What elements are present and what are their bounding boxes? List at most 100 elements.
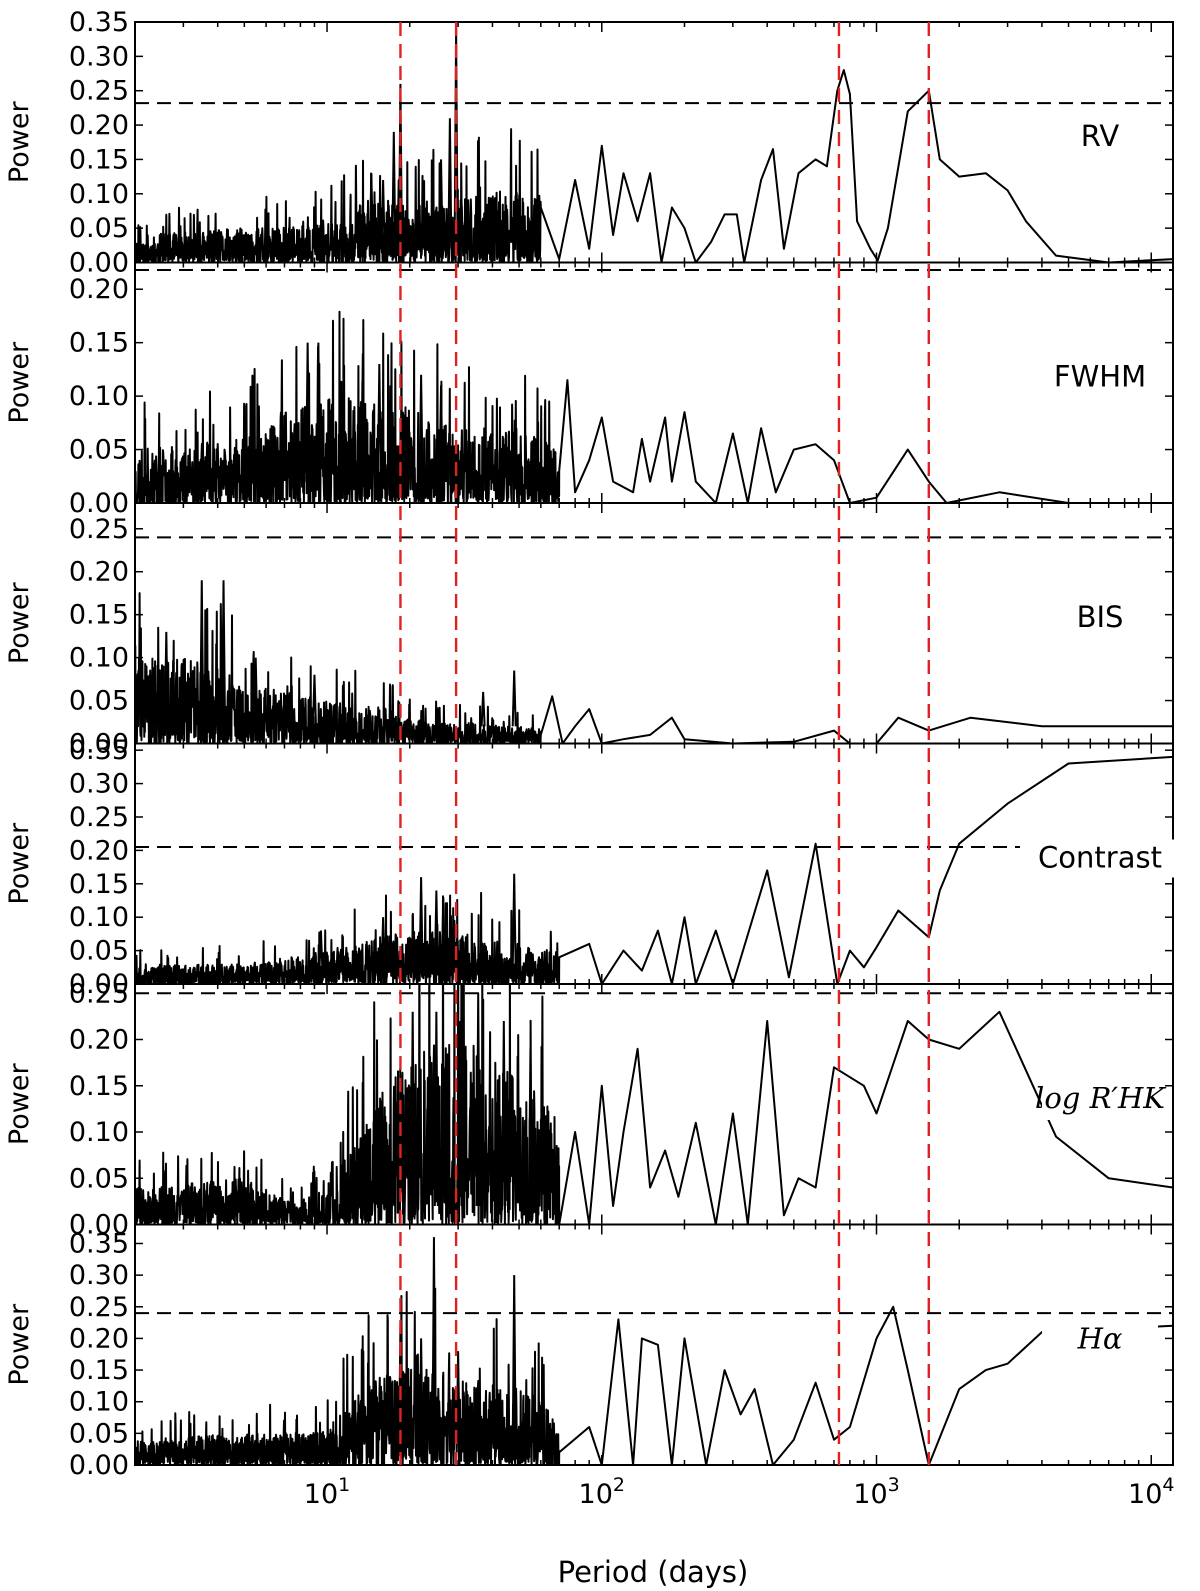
power-spike-1 xyxy=(410,1011,416,1207)
x-axis: 101 102 103 104 xyxy=(304,1474,1175,1510)
panel-label-background xyxy=(1056,358,1144,397)
power-spike-5 xyxy=(501,1020,507,1207)
panel-1: 0.00 0.050.10 0.150.200.25 0.300.35 Power RV xyxy=(4,7,1174,279)
power-spike-6 xyxy=(418,374,424,482)
panel-label: log R′HK xyxy=(1035,1081,1167,1115)
power-series-line xyxy=(135,310,1173,503)
panel-label-background xyxy=(1074,118,1126,156)
power-spike-3 xyxy=(163,631,169,727)
y-tick-label: 0.30 xyxy=(69,769,129,800)
power-spike-6 xyxy=(318,930,324,971)
power-series-line xyxy=(135,69,1173,263)
y-tick-label: 0.15 xyxy=(69,144,129,175)
y-axis-label: Power xyxy=(4,341,35,424)
y-tick-label: 0.10 xyxy=(69,1117,129,1148)
x-tick-label: 103 xyxy=(853,1474,899,1510)
y-tick-label: 0.15 xyxy=(69,1071,129,1102)
y-tick-label: 0.20 xyxy=(69,557,129,588)
power-series-line xyxy=(135,984,1173,1225)
power-spike-7 xyxy=(480,691,486,727)
panel-4: 0.000.050.100.150.200.250.300.35 Power Con… xyxy=(4,735,1180,1000)
y-tick-label: 0.35 xyxy=(69,1228,129,1259)
power-spike-5 xyxy=(311,674,317,727)
y-tick-label: 0.00 xyxy=(69,1450,129,1481)
y-tick-label: 0.15 xyxy=(69,600,129,631)
power-spike-1 xyxy=(305,342,311,482)
y-tick-label: 0.20 xyxy=(69,1323,129,1354)
panel-label-background xyxy=(1065,599,1135,637)
y-tick-label: 0.25 xyxy=(69,1292,129,1323)
y-tick-label: 0.15 xyxy=(69,328,129,359)
power-spike-2 xyxy=(433,1011,439,1207)
power-spike-1 xyxy=(431,1237,437,1453)
power-spike-7 xyxy=(438,385,444,482)
power-spike-3 xyxy=(360,353,366,482)
panel-label: BIS xyxy=(1077,600,1124,634)
power-series-line xyxy=(135,1287,1173,1465)
power-spike-6 xyxy=(527,1048,533,1207)
power-spike-4 xyxy=(418,1338,424,1453)
panel-2: 0.00 0.05 0.10 0.15 0.20 Power FWHM xyxy=(4,261,1174,519)
power-spike-3 xyxy=(440,897,446,971)
power-spike-1 xyxy=(199,580,205,727)
y-tick-label: 0.10 xyxy=(69,179,129,210)
power-spike-3 xyxy=(511,1275,517,1453)
panel-3: 0.00 0.05 0.10 0.15 0.20 0.25 Power BIS xyxy=(4,502,1174,760)
power-spike-5 xyxy=(380,917,386,971)
panel-label-background xyxy=(1042,1076,1158,1120)
y-tick-label: 0.35 xyxy=(69,7,129,38)
y-axis-label: Power xyxy=(4,101,35,184)
y-axis-label: Power xyxy=(4,822,35,905)
power-spike-3 xyxy=(368,173,374,249)
y-tick-label: 0.05 xyxy=(69,1418,129,1449)
y-tick-label: 0.20 xyxy=(69,835,129,866)
x-tick-label: 102 xyxy=(579,1474,625,1510)
y-tick-label: 0.15 xyxy=(69,1355,129,1386)
power-spike-3 xyxy=(457,1020,463,1207)
panel-label-background xyxy=(1020,839,1180,878)
panel-label: RV xyxy=(1081,119,1120,153)
power-spike-5 xyxy=(387,385,393,482)
y-tick-label: 0.10 xyxy=(69,381,129,412)
y-tick-label: 0.30 xyxy=(69,41,129,72)
power-spike-6 xyxy=(438,159,444,249)
power-series-line xyxy=(135,755,1173,984)
x-tick-label: 101 xyxy=(304,1474,350,1510)
power-spike-4 xyxy=(391,131,397,249)
y-tick-label: 0.05 xyxy=(69,936,129,967)
power-spike-1 xyxy=(418,877,424,971)
panel-frame xyxy=(134,1223,1174,1466)
y-tick-label: 0.05 xyxy=(69,435,129,466)
y-tick-label: 0.20 xyxy=(69,1025,129,1056)
panel-label: FWHM xyxy=(1054,360,1146,394)
y-tick-label: 0.30 xyxy=(69,1260,129,1291)
y-tick-label: 0.25 xyxy=(69,978,129,1009)
power-spike-4 xyxy=(511,873,517,971)
panel-label: Contrast xyxy=(1038,841,1162,875)
panel-5: 0.00 0.05 0.10 0.15 0.20 0.25 Power log R′HK xyxy=(4,978,1174,1241)
y-tick-label: 0.20 xyxy=(69,110,129,141)
y-axis-label: Power xyxy=(4,1303,35,1386)
y-tick-label: 0.00 xyxy=(69,1210,129,1241)
x-axis-label: Period (days) xyxy=(558,1555,749,1589)
x-tick-label: 104 xyxy=(1128,1474,1174,1510)
y-tick-label: 0.15 xyxy=(69,869,129,900)
power-spike-1 xyxy=(397,83,403,249)
panel-6: 0.000.050.100.150.200.250.300.35 Power Hα xyxy=(4,1223,1174,1481)
y-tick-label: 0.10 xyxy=(69,643,129,674)
y-tick-label: 0.05 xyxy=(69,1163,129,1194)
power-spike-4 xyxy=(253,657,259,727)
y-tick-label: 0.35 xyxy=(69,735,129,766)
y-tick-label: 0.25 xyxy=(69,802,129,833)
y-tick-label: 0.10 xyxy=(69,1387,129,1418)
power-spike-6 xyxy=(511,670,517,727)
power-spike-7 xyxy=(380,180,386,249)
y-tick-label: 0.05 xyxy=(69,213,129,244)
y-tick-label: 0.00 xyxy=(69,248,129,279)
panel-label-background xyxy=(1042,1316,1158,1361)
panel-frame xyxy=(134,742,1174,985)
power-spike-2 xyxy=(433,890,439,971)
power-spike-5 xyxy=(447,118,453,249)
